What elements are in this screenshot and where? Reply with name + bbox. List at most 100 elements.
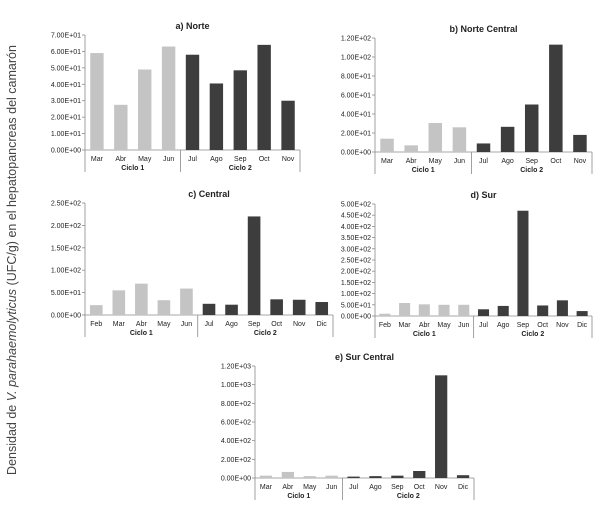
y-tick-label: 5.00E+01 [51,290,81,297]
bar-mar [90,53,104,151]
y-tick-label: 4.00E+02 [221,438,251,445]
y-tick-label: 7.00E+01 [51,33,81,40]
bar-mar [380,138,394,152]
y-tick-label: 2.50E+02 [341,258,371,265]
y-tick-label: 0.00E+00 [221,476,251,483]
y-axis-label-species: V. parahaemolyticus [5,288,19,402]
x-tick-label: Mar [399,322,412,329]
x-tick-label: Feb [379,322,391,329]
x-tick-label: Jul [205,321,214,328]
x-tick-label: Sep [391,484,404,491]
bar-dic [456,475,470,478]
y-tick-label: 4.50E+02 [341,213,371,220]
x-tick-label: Nov [574,158,587,165]
cycle-label: Ciclo 2 [521,331,544,338]
x-tick-label: Sep [517,322,530,329]
bar-jul [476,143,491,152]
y-axis-label-text: Densidad de V. parahaemolyticus (UFC/g) … [5,45,19,475]
x-tick-label: Jul [349,484,358,491]
x-tick-label: Sep [525,158,538,165]
bar-jun [180,288,193,315]
bar-abr [135,283,148,315]
x-tick-label: Abr [115,156,127,163]
bar-ago [209,83,224,150]
y-tick-label: 2.00E+02 [51,223,81,230]
y-tick-label: 1.00E+02 [51,268,81,275]
y-tick-label: 3.50E+02 [341,235,371,242]
chart-panel-3: c) Central 0.00E+00 5.00E+01 1.00E+02 1.50E+… [51,189,334,337]
bar-nov [556,300,568,316]
chart-panel-1: a) Norte 0.00E+00 1.00E+01 2.00E+01 3.00E+01… [51,21,301,172]
shared-y-axis-label: Densidad de V. parahaemolyticus (UFC/g) … [2,40,22,480]
y-tick-label: 6.00E+01 [51,49,81,56]
y-tick-label: 1.00E+02 [341,55,371,62]
bar-mar [399,303,411,316]
x-tick-label: Feb [90,321,102,328]
x-tick-label: Ago [210,156,223,163]
x-tick-label: Jul [479,322,488,329]
x-tick-label: Mar [113,321,126,328]
x-tick-label: Abr [136,321,148,328]
cycle-label: Ciclo 2 [254,330,277,337]
x-tick-label: Ago [225,321,238,328]
x-tick-label: Oct [414,484,425,491]
x-tick-label: May [138,156,152,163]
bar-nov [281,100,295,150]
bar-abr [114,104,128,150]
x-tick-label: Jun [454,158,465,165]
bar-may [438,304,450,316]
x-tick-label: May [437,322,451,329]
y-tick-label: 3.00E+02 [341,246,371,253]
chart-panel-5: e) Sur Central 0.00E+00 2.00E+02 4.00E+02 6.… [221,352,475,500]
bar-ago [497,305,509,316]
y-tick-label: 6.00E+01 [341,93,371,100]
y-tick-label: 8.00E+01 [341,74,371,81]
x-tick-label: Abr [282,484,294,491]
bar-jun [161,46,176,150]
y-tick-label: 0.00E+00 [341,314,371,321]
x-tick-label: Jun [326,484,337,491]
x-tick-label: Mar [260,484,273,491]
y-tick-label: 4.00E+02 [341,224,371,231]
x-tick-label: Dic [577,322,588,329]
chart-title: b) Norte Central [449,24,517,34]
cycle-label: Ciclo 1 [413,331,436,338]
x-tick-label: Oct [271,321,282,328]
bar-oct [413,471,426,478]
x-tick-label: May [157,321,171,328]
x-tick-label: Jul [188,156,197,163]
bar-may [157,300,171,315]
bar-jul [202,303,216,315]
bar-jun [458,304,470,316]
x-tick-label: Oct [537,322,548,329]
bar-nov [292,299,306,315]
bar-ago [225,304,238,315]
y-tick-label: 1.00E+03 [221,382,251,389]
bar-jul [185,54,200,150]
x-tick-label: Nov [293,321,306,328]
y-tick-label: 4.00E+01 [341,112,371,119]
y-tick-label: 1.20E+02 [341,36,371,43]
bar-feb [379,313,391,316]
chart-panel-4: d) Sur 0.00E+00 5.00E+01 1.00E+02 1.50E+02 2.… [341,190,593,338]
x-tick-label: Nov [556,322,569,329]
y-tick-label: 2.50E+02 [51,201,81,208]
y-tick-label: 0.00E+00 [51,148,81,155]
bar-mar [259,475,273,478]
bar-oct [270,299,283,315]
x-tick-label: Mar [91,156,104,163]
y-tick-label: 2.00E+02 [341,269,371,276]
cycle-label: Ciclo 2 [520,167,543,174]
y-tick-label: 2.00E+01 [341,131,371,138]
x-tick-label: Nov [435,484,448,491]
bar-ago [500,126,515,152]
bar-sep [517,210,529,316]
x-tick-label: Ago [497,322,510,329]
bar-may [428,123,443,152]
chart-title: c) Central [188,189,230,199]
bar-ago [369,476,382,478]
y-tick-label: 8.00E+02 [221,401,251,408]
x-tick-label: Abr [419,322,431,329]
bar-dic [315,302,329,315]
